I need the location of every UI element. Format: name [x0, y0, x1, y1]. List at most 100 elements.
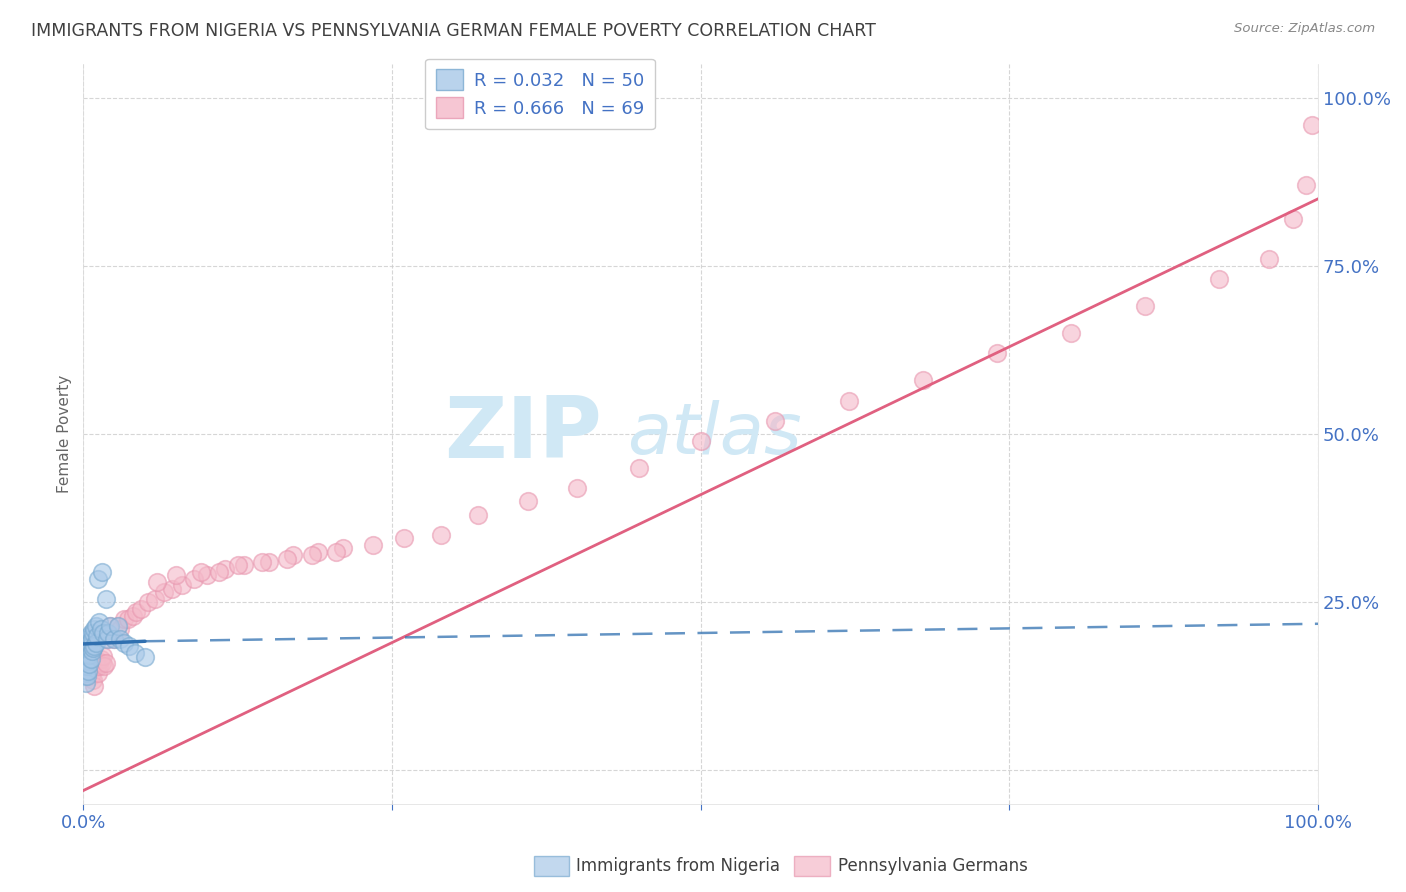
- Point: [83, 639, 105, 653]
- Point: [1257, 252, 1279, 267]
- Point: [131, 602, 153, 616]
- Legend: R = 0.032   N = 50, R = 0.666   N = 69: R = 0.032 N = 50, R = 0.666 N = 69: [425, 59, 655, 129]
- Point: [90, 622, 112, 636]
- Point: [143, 591, 166, 606]
- Point: [146, 575, 169, 590]
- Point: [82, 673, 104, 687]
- Text: Source: ZipAtlas.com: Source: ZipAtlas.com: [1234, 22, 1375, 36]
- Point: [276, 551, 298, 566]
- Point: [1060, 326, 1083, 341]
- Point: [76, 650, 98, 665]
- Point: [363, 538, 385, 552]
- Point: [689, 434, 711, 448]
- Point: [91, 625, 114, 640]
- Point: [79, 629, 101, 643]
- Point: [97, 625, 120, 640]
- Point: [112, 635, 135, 649]
- Point: [82, 640, 104, 655]
- Point: [165, 568, 187, 582]
- Point: [75, 646, 97, 660]
- Point: [112, 612, 135, 626]
- Point: [90, 652, 112, 666]
- Point: [124, 646, 146, 660]
- Point: [77, 664, 100, 678]
- Point: [283, 548, 305, 562]
- Point: [516, 494, 538, 508]
- Point: [76, 659, 98, 673]
- Point: [73, 669, 96, 683]
- Point: [76, 632, 98, 647]
- Text: Pennsylvania Germans: Pennsylvania Germans: [838, 857, 1028, 875]
- Point: [76, 642, 98, 657]
- Point: [110, 622, 132, 636]
- Point: [87, 572, 110, 586]
- Point: [100, 619, 122, 633]
- Point: [73, 659, 96, 673]
- Point: [84, 635, 107, 649]
- Point: [80, 625, 103, 640]
- Point: [1301, 118, 1323, 132]
- Point: [195, 568, 218, 582]
- Point: [86, 659, 108, 673]
- Point: [107, 619, 129, 633]
- Point: [80, 652, 103, 666]
- Point: [80, 639, 103, 653]
- Point: [89, 615, 111, 630]
- Point: [307, 545, 329, 559]
- Point: [83, 679, 105, 693]
- Text: ZIP: ZIP: [444, 392, 602, 475]
- Point: [80, 632, 103, 647]
- Text: Immigrants from Nigeria: Immigrants from Nigeria: [576, 857, 780, 875]
- Point: [97, 632, 120, 647]
- Point: [89, 659, 111, 673]
- Point: [90, 656, 112, 670]
- Point: [838, 393, 860, 408]
- Point: [125, 605, 148, 619]
- Point: [325, 545, 347, 559]
- Point: [75, 656, 97, 670]
- Point: [91, 648, 114, 663]
- Point: [79, 657, 101, 672]
- Point: [1295, 178, 1317, 193]
- Point: [96, 632, 118, 647]
- Point: [232, 558, 254, 573]
- Point: [80, 663, 103, 677]
- Point: [394, 532, 416, 546]
- Point: [75, 676, 97, 690]
- Point: [73, 652, 96, 666]
- Point: [84, 652, 107, 666]
- Point: [160, 582, 183, 596]
- Point: [332, 541, 354, 556]
- Point: [252, 555, 274, 569]
- Point: [87, 665, 110, 680]
- Point: [1282, 211, 1305, 226]
- Point: [911, 373, 934, 387]
- Text: atlas: atlas: [627, 400, 801, 468]
- Point: [90, 565, 112, 579]
- Y-axis label: Female Poverty: Female Poverty: [58, 375, 72, 493]
- Point: [301, 548, 323, 562]
- Point: [86, 629, 108, 643]
- Point: [986, 346, 1008, 360]
- Point: [257, 555, 280, 569]
- Point: [77, 655, 100, 669]
- Point: [118, 639, 141, 653]
- Point: [172, 578, 194, 592]
- Point: [75, 648, 97, 663]
- Point: [76, 669, 98, 683]
- Point: [93, 659, 115, 673]
- Point: [152, 585, 174, 599]
- Point: [82, 625, 104, 640]
- Point: [134, 650, 156, 665]
- Point: [73, 646, 96, 660]
- Point: [75, 639, 97, 653]
- Point: [467, 508, 489, 522]
- Point: [107, 619, 129, 633]
- Point: [103, 632, 125, 647]
- Point: [83, 622, 105, 636]
- Point: [77, 635, 100, 649]
- Point: [77, 646, 100, 660]
- Point: [84, 619, 107, 633]
- Point: [226, 558, 249, 573]
- Point: [121, 608, 143, 623]
